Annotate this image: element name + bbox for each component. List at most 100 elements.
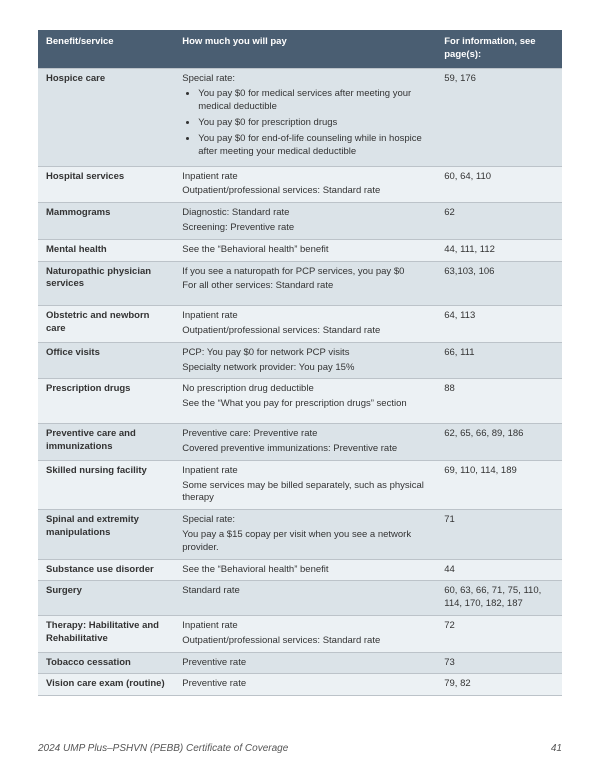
pay-lines: Special rate: You pay a $15 copay per vis…: [182, 514, 428, 554]
cell-benefit: Substance use disorder: [38, 559, 174, 581]
cell-benefit: Mental health: [38, 239, 174, 261]
pay-lines: See the “Behavioral health” benefit: [182, 244, 428, 257]
cell-pages: 60, 63, 66, 71, 75, 110, 114, 170, 182, …: [436, 581, 562, 616]
cell-benefit: Hospice care: [38, 68, 174, 166]
table-row: Hospital servicesInpatient rateOutpatien…: [38, 166, 562, 203]
pay-line: No prescription drug deductible: [182, 383, 428, 396]
table-row: Prescription drugsNo prescription drug d…: [38, 379, 562, 424]
cell-benefit: Prescription drugs: [38, 379, 174, 424]
cell-benefit: Surgery: [38, 581, 174, 616]
pay-bullet: You pay $0 for end-of-life counseling wh…: [198, 133, 428, 159]
table-row: Substance use disorder See the “Behaviora…: [38, 559, 562, 581]
cell-pages: 79, 82: [436, 674, 562, 696]
cell-pay: See the “Behavioral health” benefit: [174, 239, 436, 261]
pay-line: Screening: Preventive rate: [182, 222, 428, 235]
pay-lines: Preventive care: Preventive rate Covered …: [182, 428, 428, 456]
cell-pay: Diagnostic: Standard rate Screening: Prev…: [174, 203, 436, 240]
page-container: Benefit/service How much you will pay Fo…: [0, 0, 600, 696]
table-row: Obstetric and newborn careInpatient rate…: [38, 306, 562, 343]
cell-pay: Standard rate: [174, 581, 436, 616]
pay-line: If you see a naturopath for PCP services…: [182, 266, 428, 279]
pay-line: For all other services: Standard rate: [182, 280, 428, 293]
pay-line: You pay a $15 copay per visit when you s…: [182, 529, 428, 555]
table-row: Surgery Standard rate 60, 63, 66, 71, 75, …: [38, 581, 562, 616]
cell-pages: 62, 65, 66, 89, 186: [436, 424, 562, 461]
cell-benefit: Spinal and extremity manipulations: [38, 510, 174, 559]
benefits-table: Benefit/service How much you will pay Fo…: [38, 30, 562, 696]
table-body: Hospice care Special rate: You pay $0 for …: [38, 68, 562, 696]
cell-benefit: Obstetric and newborn care: [38, 306, 174, 343]
cell-pay: Preventive rate: [174, 652, 436, 674]
pay-line: Preventive care: Preventive rate: [182, 428, 428, 441]
pay-line: Preventive rate: [182, 657, 428, 670]
cell-pages: 73: [436, 652, 562, 674]
table-row: Skilled nursing facility Inpatient rate So…: [38, 460, 562, 509]
table-row: Office visits PCP: You pay $0 for network…: [38, 342, 562, 379]
cell-pages: 64, 113: [436, 306, 562, 343]
cell-pages: 44: [436, 559, 562, 581]
cell-benefit: Vision care exam (routine): [38, 674, 174, 696]
pay-line: See the “Behavioral health” benefit: [182, 244, 428, 257]
cell-pages: 88: [436, 379, 562, 424]
table-row: Therapy: Habilitative and Rehabilitative…: [38, 616, 562, 653]
table-row: Tobacco cessation Preventive rate 73: [38, 652, 562, 674]
cell-pay: If you see a naturopath for PCP services…: [174, 261, 436, 306]
col-header-benefit: Benefit/service: [38, 30, 174, 68]
pay-line: Inpatient rate: [182, 620, 428, 633]
pay-line: Diagnostic: Standard rate: [182, 207, 428, 220]
pay-bullet: You pay $0 for medical services after me…: [198, 88, 428, 114]
pay-line: Specialty network provider: You pay 15%: [182, 362, 428, 375]
pay-lines: PCP: You pay $0 for network PCP visits Sp…: [182, 347, 428, 375]
pay-line: Some services may be billed separately, …: [182, 480, 428, 506]
cell-pages: 63,103, 106: [436, 261, 562, 306]
table-row: Naturopathic physician services If you se…: [38, 261, 562, 306]
cell-pay: PCP: You pay $0 for network PCP visits Sp…: [174, 342, 436, 379]
cell-benefit: Preventive care and immunizations: [38, 424, 174, 461]
cell-pages: 44, 111, 112: [436, 239, 562, 261]
pay-lines: Preventive rate: [182, 678, 428, 691]
pay-line: Special rate:: [182, 514, 428, 527]
cell-pay: Special rate: You pay a $15 copay per vis…: [174, 510, 436, 559]
cell-pay: Inpatient rateOutpatient/professional se…: [174, 166, 436, 203]
col-header-pages: For information, see page(s):: [436, 30, 562, 68]
table-row: Vision care exam (routine) Preventive rat…: [38, 674, 562, 696]
cell-pay: Inpatient rate Outpatient/professional se…: [174, 616, 436, 653]
cell-pages: 60, 64, 110: [436, 166, 562, 203]
pay-line: Covered preventive immunizations: Preven…: [182, 443, 428, 456]
table-row: Hospice care Special rate: You pay $0 for …: [38, 68, 562, 166]
cell-benefit: Skilled nursing facility: [38, 460, 174, 509]
cell-benefit: Mammograms: [38, 203, 174, 240]
pay-line: Inpatient rate: [182, 465, 428, 478]
footer-doc-title: 2024 UMP Plus–PSHVN (PEBB) Certificate o…: [38, 743, 288, 754]
pay-lines: Inpatient rate Outpatient/professional se…: [182, 620, 428, 648]
pay-lines: Standard rate: [182, 585, 428, 598]
table-row: Mental health See the “Behavioral health”…: [38, 239, 562, 261]
pay-bullets: You pay $0 for medical services after me…: [182, 88, 428, 158]
cell-benefit: Naturopathic physician services: [38, 261, 174, 306]
pay-lines: If you see a naturopath for PCP services…: [182, 266, 428, 294]
cell-pay: No prescription drug deductible See the “…: [174, 379, 436, 424]
cell-benefit: Tobacco cessation: [38, 652, 174, 674]
pay-line: See the “Behavioral health” benefit: [182, 564, 428, 577]
cell-pay: Special rate: You pay $0 for medical serv…: [174, 68, 436, 166]
pay-line: See the “What you pay for prescription d…: [182, 398, 428, 411]
table-row: Spinal and extremity manipulationsSpecia…: [38, 510, 562, 559]
cell-pages: 69, 110, 114, 189: [436, 460, 562, 509]
pay-bullet: You pay $0 for prescription drugs: [198, 117, 428, 130]
cell-benefit: Office visits: [38, 342, 174, 379]
pay-line: Outpatient/professional services: Standa…: [182, 635, 428, 648]
footer-page-number: 41: [551, 743, 562, 754]
pay-line: PCP: You pay $0 for network PCP visits: [182, 347, 428, 360]
cell-pay: Preventive care: Preventive rate Covered …: [174, 424, 436, 461]
pay-lines: See the “Behavioral health” benefit: [182, 564, 428, 577]
cell-pay: See the “Behavioral health” benefit: [174, 559, 436, 581]
table-header: Benefit/service How much you will pay Fo…: [38, 30, 562, 68]
cell-pages: 62: [436, 203, 562, 240]
page-footer: 2024 UMP Plus–PSHVN (PEBB) Certificate o…: [38, 743, 562, 754]
cell-pay: Preventive rate: [174, 674, 436, 696]
cell-pay: Inpatient rate Some services may be bille…: [174, 460, 436, 509]
cell-benefit: Hospital services: [38, 166, 174, 203]
pay-intro: Special rate:: [182, 73, 428, 86]
cell-pages: 66, 111: [436, 342, 562, 379]
cell-pages: 59, 176: [436, 68, 562, 166]
